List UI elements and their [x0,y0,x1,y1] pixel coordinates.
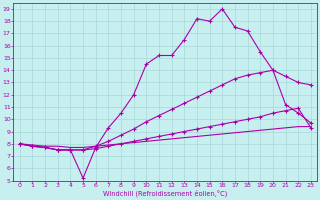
X-axis label: Windchill (Refroidissement éolien,°C): Windchill (Refroidissement éolien,°C) [103,190,228,197]
